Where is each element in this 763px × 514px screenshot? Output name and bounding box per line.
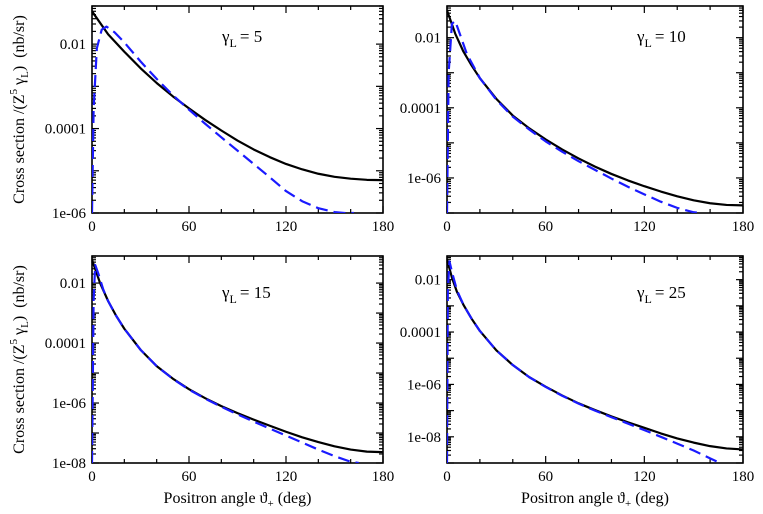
plot-frame [91, 5, 384, 214]
y-axis-label: Cross section /(Z5 γL) (nb/sr) [8, 265, 31, 454]
x-axis-label: Positron angle ϑ+ (deg) [521, 490, 669, 510]
gamma-subscript: L [230, 36, 237, 50]
x-label-sub: + [267, 498, 273, 510]
x-tick-label: 120 [633, 469, 656, 485]
y-label-main: Cross section /(Z [11, 344, 28, 453]
gamma-value: = 25 [655, 283, 686, 302]
y-label-units: (nb/sr) [11, 15, 28, 58]
x-tick-label: 120 [275, 219, 298, 235]
gamma-subscript: L [645, 292, 652, 306]
plot-frame [446, 5, 744, 214]
y-label-units: (nb/sr) [11, 265, 28, 308]
y-label-sup: 5 [8, 338, 20, 344]
y-label-sub: L [19, 321, 31, 328]
y-tick-label: 0.01 [415, 31, 441, 47]
panel-4: 0 60 120 180 0.01 0.0001 1e-06 1e-08 γL = 25 Posit… [400, 255, 755, 510]
y-tick-label: 0.0001 [400, 101, 441, 117]
y-tick-label: 0.0001 [45, 336, 86, 352]
gamma-symbol: γ [636, 27, 645, 46]
y-tick-label: 0.01 [60, 276, 86, 292]
y-label-main: Cross section /(Z [11, 94, 28, 203]
x-tick-label: 60 [182, 469, 197, 485]
gamma-symbol: γ [221, 27, 230, 46]
y-label-close: ) [11, 316, 28, 321]
gamma-subscript: L [645, 36, 652, 50]
y-label-gamma: γ [11, 328, 28, 339]
x-tick-label: 0 [443, 219, 451, 235]
y-tick-label: 0.0001 [45, 122, 86, 138]
x-tick-label: 180 [372, 219, 395, 235]
plot-frame [91, 255, 384, 464]
y-tick-label: 0.0001 [400, 325, 441, 341]
y-label-close: ) [11, 66, 28, 71]
gamma-value: = 15 [240, 283, 271, 302]
y-tick-label: 1e-06 [52, 206, 87, 222]
x-tick-label: 0 [443, 469, 451, 485]
x-tick-label: 60 [538, 469, 553, 485]
y-tick-label: 1e-08 [52, 456, 86, 472]
x-label-units: (deg) [631, 490, 669, 507]
y-tick-label: 0.01 [415, 273, 441, 289]
gamma-symbol: γ [221, 283, 230, 302]
x-tick-label: 120 [275, 469, 298, 485]
x-label-units: (deg) [274, 490, 312, 507]
x-label-main: Positron angle ϑ [521, 490, 625, 507]
y-tick-label: 1e-06 [52, 396, 87, 412]
y-axis-label: Cross section /(Z5 γL) (nb/sr) [8, 15, 31, 204]
x-tick-label: 180 [732, 469, 755, 485]
solid-series-line [447, 258, 743, 451]
x-label-main: Positron angle ϑ [164, 490, 268, 507]
y-tick-label: 0.01 [60, 37, 86, 53]
dashed-series-line [92, 25, 354, 213]
y-label-sup: 5 [8, 88, 20, 94]
gamma-annotation: γL = 10 [636, 27, 686, 50]
y-tick-label: 1e-08 [407, 430, 441, 446]
gamma-subscript: L [230, 292, 237, 306]
x-tick-label: 180 [732, 219, 755, 235]
gamma-symbol: γ [636, 283, 645, 302]
y-tick-label: 1e-06 [407, 377, 442, 393]
x-tick-label: 0 [88, 469, 96, 485]
plot-frame [446, 255, 744, 464]
y-tick-label: 1e-06 [407, 171, 442, 187]
x-tick-label: 60 [538, 219, 553, 235]
dashed-series-line [447, 260, 721, 463]
x-tick-label: 0 [88, 219, 96, 235]
x-axis-label: Positron angle ϑ+ (deg) [164, 490, 312, 510]
x-tick-label: 120 [633, 219, 656, 235]
panel-2: 0 60 120 180 0.01 0.0001 1e-06 γL = 10 [400, 5, 755, 235]
y-label-gamma: γ [11, 78, 28, 89]
x-tick-label: 60 [182, 219, 197, 235]
solid-series-line [92, 259, 383, 454]
gamma-value: = 10 [655, 27, 686, 46]
dashed-series-line [447, 19, 702, 213]
gamma-value: = 5 [240, 27, 262, 46]
gamma-annotation: γL = 25 [636, 283, 686, 306]
solid-series-line [447, 10, 743, 207]
dashed-series-line [92, 263, 359, 463]
gamma-annotation: γL = 15 [221, 283, 271, 306]
y-label-sub: L [19, 71, 31, 78]
x-tick-label: 180 [372, 469, 395, 485]
solid-series-line [92, 10, 383, 182]
gamma-annotation: γL = 5 [221, 27, 262, 50]
x-label-sub: + [625, 498, 631, 510]
